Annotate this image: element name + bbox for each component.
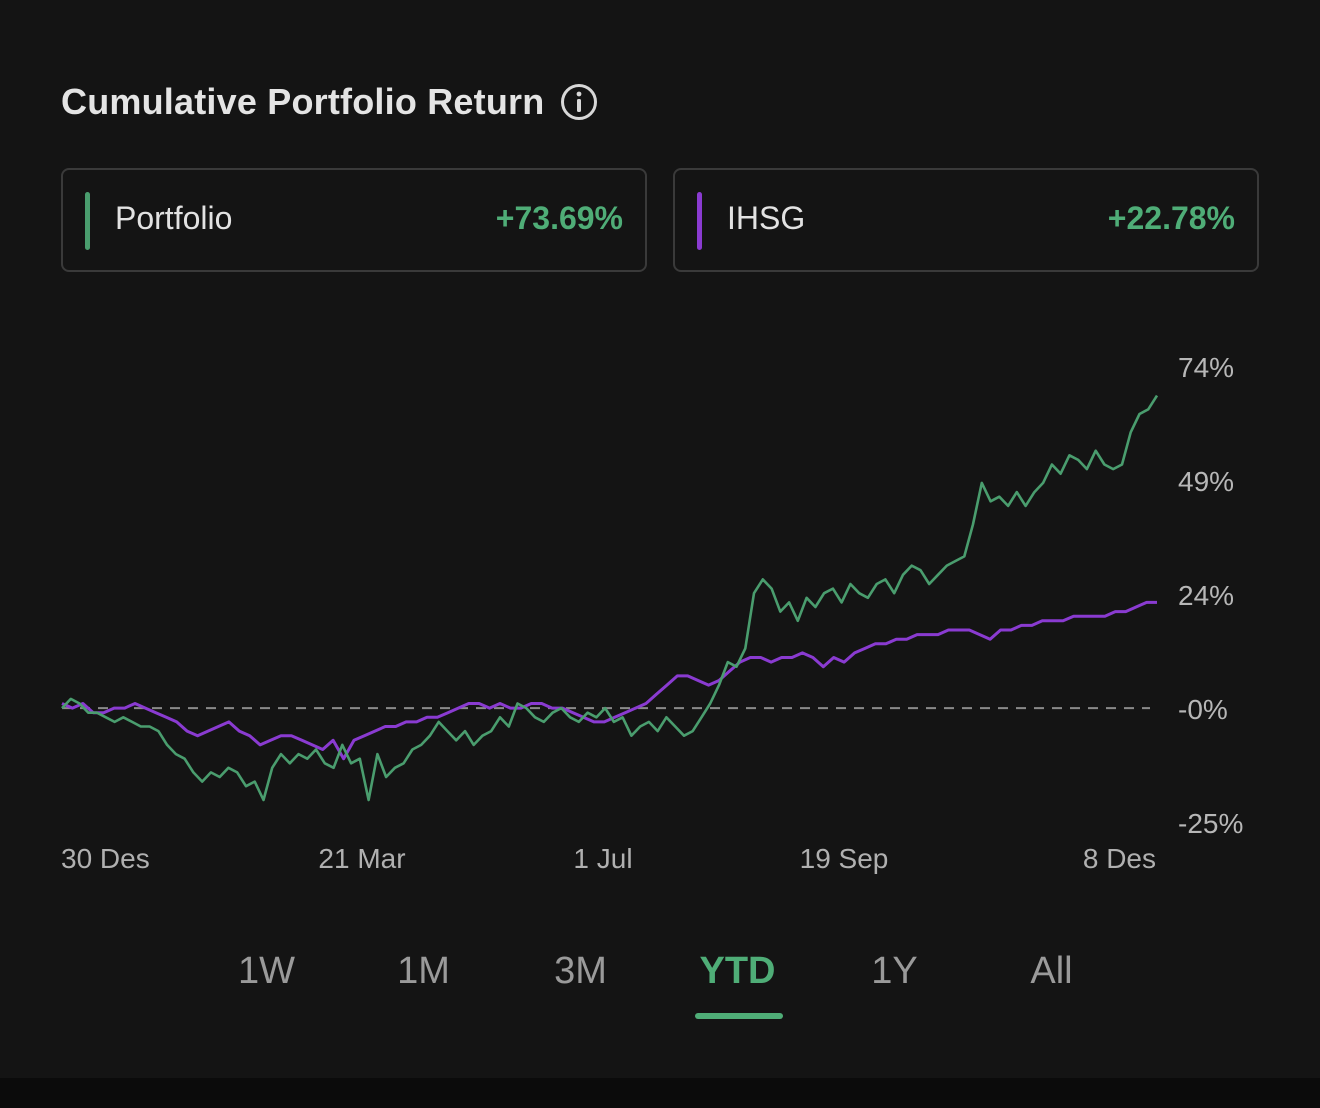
x-tick-label: 8 Des: [1083, 843, 1156, 874]
y-tick-label: -25%: [1178, 808, 1243, 839]
y-tick-label: -0%: [1178, 694, 1228, 725]
title-row: Cumulative Portfolio Return: [61, 78, 598, 126]
return-chart[interactable]: 74% 49% 24% -0% -25% 30 Des 21 Mar 1 Jul 19 Sep…: [0, 330, 1320, 890]
legend-ihsg-label: IHSG: [727, 200, 806, 236]
portfolio-return-card: Cumulative Portfolio Return Portfolio +7…: [0, 78, 1320, 1030]
legend-portfolio[interactable]: Portfolio +73.69%: [61, 168, 647, 272]
page-title: Cumulative Portfolio Return: [61, 81, 545, 122]
series-line-ihsg: [61, 600, 1157, 761]
period-3m[interactable]: 3M: [554, 950, 607, 992]
period-1m[interactable]: 1M: [397, 950, 450, 992]
legend-portfolio-label: Portfolio: [115, 200, 233, 236]
legend-ihsg[interactable]: IHSG +22.78%: [673, 168, 1259, 272]
period-ytd[interactable]: YTD: [699, 950, 776, 992]
ihsg-color-bar: [697, 192, 702, 250]
info-icon[interactable]: [560, 83, 598, 121]
y-tick-label: 49%: [1178, 466, 1234, 497]
period-selector: 1W 1M 3M YTD 1Y All: [188, 950, 1132, 1030]
x-tick-label: 19 Sep: [800, 843, 889, 874]
series-line-portfolio: [61, 394, 1159, 802]
series-layer: [61, 394, 1159, 802]
x-tick-label: 21 Mar: [318, 843, 405, 874]
x-tick-label: 30 Des: [61, 843, 150, 874]
legend-ihsg-value: +22.78%: [1107, 200, 1235, 236]
x-tick-label: 1 Jul: [573, 843, 632, 874]
x-axis: 30 Des 21 Mar 1 Jul 19 Sep 8 Des: [61, 843, 1156, 874]
portfolio-color-bar: [85, 192, 90, 250]
y-tick-label: 24%: [1178, 580, 1234, 611]
active-period-underline: [695, 1013, 783, 1019]
y-axis: 74% 49% 24% -0% -25%: [1178, 352, 1243, 839]
y-tick-label: 74%: [1178, 352, 1234, 383]
period-1w[interactable]: 1W: [238, 950, 295, 992]
period-1y[interactable]: 1Y: [871, 950, 918, 992]
legend-portfolio-value: +73.69%: [495, 200, 623, 236]
period-all[interactable]: All: [1030, 950, 1073, 992]
